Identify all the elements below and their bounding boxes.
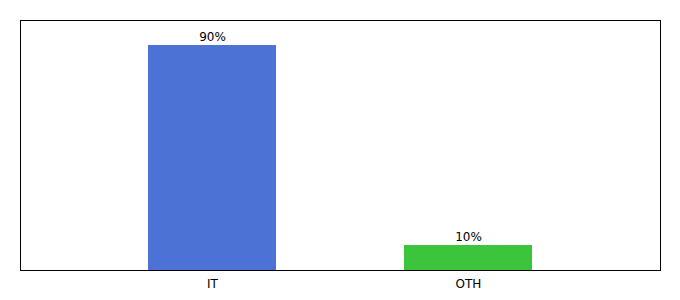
svg-text:90%: 90% (199, 30, 226, 44)
svg-text:IT: IT (207, 277, 219, 291)
svg-text:OTH: OTH (456, 277, 482, 291)
svg-text:10%: 10% (455, 230, 482, 244)
